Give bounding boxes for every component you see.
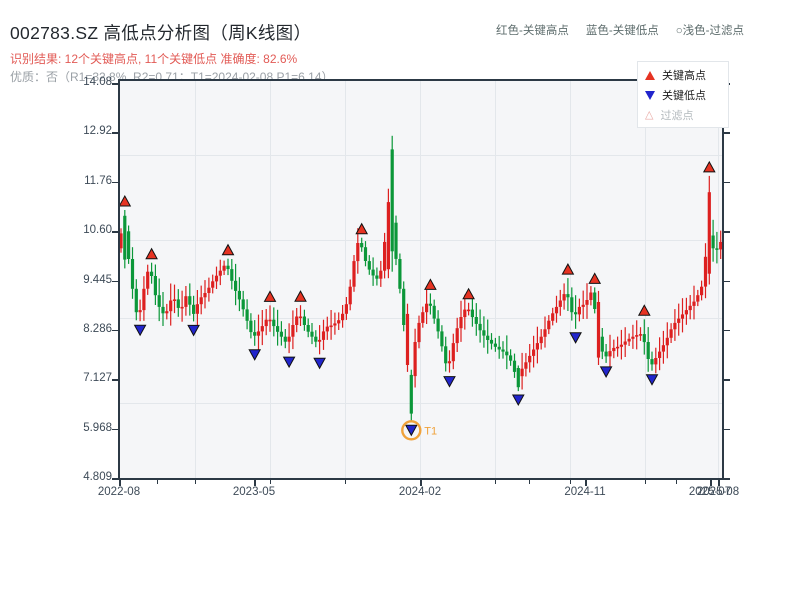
x-minor-tick-mark bbox=[570, 480, 571, 484]
y-tick-mark-right bbox=[724, 329, 730, 332]
color-key-high: 红色-关键高点 bbox=[496, 25, 569, 37]
legend-label: 关键高点 bbox=[662, 70, 706, 82]
color-key-low: 蓝色-关键低点 bbox=[585, 25, 659, 37]
y-tick-label: 14.08 bbox=[83, 76, 112, 88]
v-gridline bbox=[645, 81, 646, 478]
y-tick-label: 5.968 bbox=[83, 421, 112, 434]
x-minor-tick-mark bbox=[529, 480, 530, 484]
y-tick-mark bbox=[112, 83, 118, 85]
y-tick-mark bbox=[112, 231, 118, 233]
y-tick-mark-right bbox=[724, 478, 730, 480]
y-tick-label: 9.445 bbox=[83, 273, 112, 286]
y-tick-mark bbox=[112, 379, 118, 381]
x-tick-mark bbox=[119, 480, 121, 486]
y-tick-mark bbox=[112, 132, 118, 134]
t1-marker: T1 bbox=[401, 420, 437, 441]
y-tick-mark bbox=[112, 428, 118, 431]
y-tick-mark-right bbox=[724, 132, 730, 134]
x-tick-label: 2025-07 bbox=[688, 486, 732, 498]
y-tick-label: 11.76 bbox=[84, 174, 112, 187]
v-gridline bbox=[495, 81, 496, 478]
x-tick-label: 2024-02 bbox=[398, 486, 442, 498]
h-gridline bbox=[120, 155, 722, 156]
x-minor-tick-mark bbox=[195, 480, 196, 484]
y-tick-mark bbox=[112, 280, 118, 282]
x-minor-tick-mark bbox=[157, 480, 158, 484]
key-low-markers bbox=[133, 324, 659, 437]
blue-down-triangle-icon bbox=[645, 90, 655, 100]
y-tick-label: 10.60 bbox=[83, 224, 112, 237]
key-high-markers bbox=[120, 160, 716, 316]
y-tick-mark-right bbox=[724, 379, 730, 381]
x-tick-mark bbox=[710, 480, 712, 486]
x-tick-mark bbox=[585, 480, 587, 486]
x-tick-mark bbox=[718, 480, 720, 486]
x-minor-tick-mark bbox=[676, 480, 677, 484]
v-gridline bbox=[195, 81, 196, 478]
kline-chart-plot-area: T1 bbox=[118, 79, 724, 480]
x-tick-label: 2025-08 bbox=[696, 486, 740, 498]
candles-and-markers-svg: T1 bbox=[120, 135, 722, 441]
candles-layer bbox=[120, 135, 722, 422]
legend-item-filtered: △ 过滤点 bbox=[645, 105, 728, 125]
t1-label: T1 bbox=[424, 425, 437, 437]
x-minor-tick-mark bbox=[645, 480, 646, 484]
x-tick-mark bbox=[254, 480, 256, 486]
color-key-filtered: ○浅色-过滤点 bbox=[675, 25, 744, 37]
red-up-triangle-icon bbox=[645, 70, 655, 80]
y-tick-mark bbox=[112, 478, 118, 480]
legend-item-key-low: 关键低点 bbox=[645, 85, 728, 105]
x-minor-tick-mark bbox=[495, 480, 496, 484]
v-gridline bbox=[345, 81, 346, 478]
v-gridline bbox=[420, 81, 421, 478]
chart-legend: 关键高点 关键低点 △ 过滤点 bbox=[637, 61, 729, 128]
v-gridline bbox=[718, 81, 719, 478]
x-tick-label: 2023-05 bbox=[232, 486, 276, 498]
h-gridline bbox=[120, 403, 722, 404]
y-tick-label: 12.92 bbox=[83, 125, 112, 138]
color-key-header: 红色-关键高点 蓝色-关键低点 ○浅色-过滤点 bbox=[496, 22, 744, 38]
x-minor-tick-mark bbox=[345, 480, 346, 484]
y-tick-label: 7.127 bbox=[83, 372, 112, 385]
open-triangle-icon: △ bbox=[645, 108, 654, 121]
v-gridline bbox=[570, 81, 571, 478]
h-gridline bbox=[120, 318, 722, 319]
page-title: 002783.SZ 高低点分析图（周K线图） bbox=[10, 23, 312, 43]
x-tick-mark bbox=[420, 480, 422, 486]
y-tick-label: 8.286 bbox=[83, 322, 112, 335]
legend-label: 过滤点 bbox=[660, 110, 694, 122]
x-tick-label: 2024-11 bbox=[564, 486, 606, 498]
y-tick-mark bbox=[112, 181, 118, 184]
y-tick-mark-right bbox=[724, 280, 730, 282]
y-tick-mark bbox=[112, 329, 118, 332]
y-tick-mark-right bbox=[724, 181, 730, 184]
h-gridline bbox=[120, 240, 722, 241]
y-tick-mark-right bbox=[724, 231, 730, 233]
legend-item-key-high: 关键高点 bbox=[645, 65, 728, 85]
x-tick-label: 2022-08 bbox=[97, 486, 141, 498]
y-tick-mark-right bbox=[724, 428, 730, 431]
y-tick-label: 4.809 bbox=[83, 471, 112, 483]
recognition-result-text: 识别结果: 12个关键高点, 11个关键低点 准确度: 82.6% bbox=[10, 52, 298, 66]
legend-label: 关键低点 bbox=[662, 90, 706, 102]
v-gridline bbox=[270, 81, 271, 478]
x-minor-tick-mark bbox=[270, 480, 271, 484]
